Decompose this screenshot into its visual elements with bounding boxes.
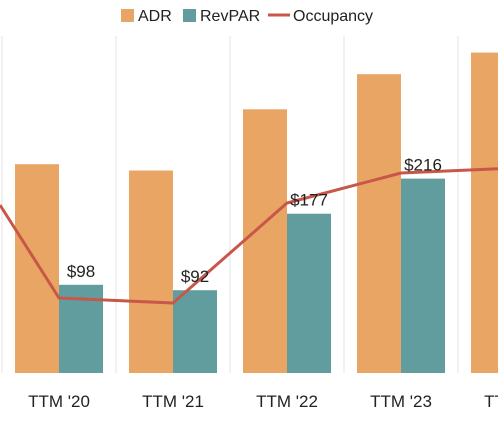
- x-tick-ttm-20: TTM '20: [28, 392, 90, 411]
- revpar-data-label-ttm-22: $177: [290, 191, 328, 210]
- x-tick-ttm-22: TTM '22: [256, 392, 318, 411]
- occupancy-line: [0, 163, 498, 305]
- legend-label-revpar: RevPAR: [200, 8, 260, 25]
- revpar-data-label-ttm-21: $92: [181, 267, 209, 286]
- revpar-data-label-ttm-20: $98: [67, 262, 95, 281]
- legend-swatch-adr: [121, 9, 134, 22]
- adr-bar-ttm-23: [357, 74, 401, 373]
- category-separators: [1, 36, 459, 373]
- data-label-layer: $183$98$92$177$216: [67, 156, 442, 287]
- revpar-bar-ttm-22: [287, 213, 331, 373]
- x-tick-ttm-24: TTM '24: [484, 392, 498, 411]
- bar-layer: [15, 52, 498, 374]
- legend: ADR RevPAR Occupancy: [121, 8, 373, 25]
- revpar-data-label-ttm-23: $216: [404, 156, 442, 175]
- revpar-bar-ttm-21: [173, 290, 217, 373]
- adr-bar-ttm-24: [471, 52, 498, 373]
- revpar-bar-ttm-23: [401, 178, 445, 373]
- legend-label-occupancy: Occupancy: [293, 8, 373, 25]
- adr-bar-ttm-21: [129, 170, 173, 373]
- x-tick-ttm-23: TTM '23: [370, 392, 432, 411]
- legend-label-adr: ADR: [138, 8, 172, 25]
- occupancy-line-layer: [0, 163, 498, 305]
- adr-bar-ttm-22: [243, 109, 287, 374]
- adr-bar-ttm-20: [15, 164, 59, 373]
- legend-swatch-revpar: [183, 9, 196, 22]
- x-tick-ttm-21: TTM '21: [142, 392, 204, 411]
